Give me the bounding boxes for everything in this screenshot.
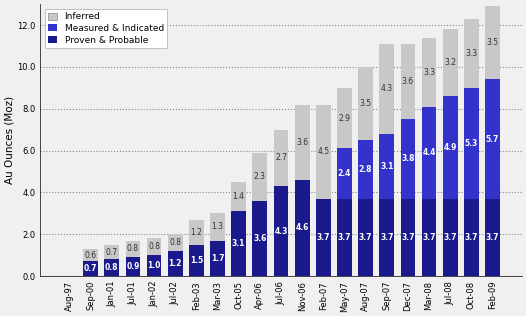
Bar <box>422 38 437 107</box>
Text: 3.7: 3.7 <box>464 233 478 242</box>
Text: 3.7: 3.7 <box>486 233 499 242</box>
Bar <box>126 240 140 257</box>
Text: 1.3: 1.3 <box>211 222 224 231</box>
Bar <box>316 199 331 276</box>
Text: 2.7: 2.7 <box>275 153 287 162</box>
Text: 3.3: 3.3 <box>423 68 435 77</box>
Bar <box>104 259 119 276</box>
Text: 1.0: 1.0 <box>147 261 161 270</box>
Text: 4.9: 4.9 <box>443 143 457 152</box>
Text: 3.6: 3.6 <box>296 138 308 147</box>
Text: 0.7: 0.7 <box>84 264 97 273</box>
Text: 2.9: 2.9 <box>338 114 350 123</box>
Bar <box>379 134 394 199</box>
Bar <box>443 96 458 199</box>
Text: 4.4: 4.4 <box>422 148 436 157</box>
Text: 4.6: 4.6 <box>296 223 309 233</box>
Text: 3.6: 3.6 <box>402 77 414 86</box>
Bar <box>189 245 204 276</box>
Bar <box>252 201 267 276</box>
Bar <box>358 140 373 199</box>
Text: 0.7: 0.7 <box>106 247 118 257</box>
Text: 1.7: 1.7 <box>211 254 224 263</box>
Bar <box>400 119 416 199</box>
Text: 5.7: 5.7 <box>486 135 499 143</box>
Bar <box>83 261 98 276</box>
Bar <box>443 199 458 276</box>
Bar <box>464 199 479 276</box>
Bar <box>379 44 394 134</box>
Bar <box>147 239 161 255</box>
Bar <box>485 199 500 276</box>
Text: 3.1: 3.1 <box>380 162 393 171</box>
Bar <box>337 199 352 276</box>
Bar <box>358 67 373 140</box>
Bar <box>168 251 183 276</box>
Text: 3.5: 3.5 <box>487 38 499 47</box>
Text: 5.3: 5.3 <box>465 139 478 148</box>
Bar <box>464 19 479 88</box>
Text: 3.7: 3.7 <box>359 233 372 242</box>
Legend: Inferred, Measured & Indicated, Proven & Probable: Inferred, Measured & Indicated, Proven &… <box>45 9 167 48</box>
Bar <box>210 213 225 240</box>
Text: 2.8: 2.8 <box>359 165 372 174</box>
Bar <box>337 149 352 199</box>
Bar <box>422 107 437 199</box>
Bar <box>295 105 310 180</box>
Text: 1.2: 1.2 <box>168 259 182 268</box>
Text: 3.7: 3.7 <box>443 233 457 242</box>
Text: 0.8: 0.8 <box>169 238 181 247</box>
Text: 3.7: 3.7 <box>422 233 436 242</box>
Bar <box>274 186 288 276</box>
Bar <box>422 199 437 276</box>
Text: 4.3: 4.3 <box>275 227 288 236</box>
Text: 3.7: 3.7 <box>338 233 351 242</box>
Bar <box>104 245 119 259</box>
Bar <box>295 180 310 276</box>
Text: 4.5: 4.5 <box>317 147 329 156</box>
Bar <box>231 182 246 211</box>
Text: 3.1: 3.1 <box>232 239 246 248</box>
Text: 0.9: 0.9 <box>126 262 139 271</box>
Bar <box>210 240 225 276</box>
Bar <box>231 211 246 276</box>
Text: 2.3: 2.3 <box>254 172 266 181</box>
Bar <box>252 153 267 201</box>
Text: 2.4: 2.4 <box>338 169 351 178</box>
Text: 1.4: 1.4 <box>232 192 245 201</box>
Bar <box>358 199 373 276</box>
Text: 1.2: 1.2 <box>190 228 203 237</box>
Bar <box>189 220 204 245</box>
Bar <box>400 44 416 119</box>
Bar <box>316 105 331 199</box>
Bar <box>443 29 458 96</box>
Bar <box>485 6 500 79</box>
Text: 0.6: 0.6 <box>85 251 97 260</box>
Text: 3.2: 3.2 <box>444 58 456 67</box>
Text: 0.8: 0.8 <box>105 263 118 272</box>
Text: 4.3: 4.3 <box>381 84 393 94</box>
Text: 3.7: 3.7 <box>317 233 330 242</box>
Bar <box>379 199 394 276</box>
Bar <box>274 130 288 186</box>
Y-axis label: Au Ounces (Moz): Au Ounces (Moz) <box>4 96 14 184</box>
Bar <box>126 257 140 276</box>
Text: 3.6: 3.6 <box>253 234 267 243</box>
Bar <box>147 255 161 276</box>
Bar <box>168 234 183 251</box>
Bar <box>337 88 352 149</box>
Bar <box>464 88 479 199</box>
Bar <box>485 79 500 199</box>
Text: 3.7: 3.7 <box>401 233 414 242</box>
Bar <box>400 199 416 276</box>
Text: 3.7: 3.7 <box>380 233 393 242</box>
Text: 1.5: 1.5 <box>190 256 203 265</box>
Bar <box>83 249 98 261</box>
Text: 3.8: 3.8 <box>401 155 414 163</box>
Text: 0.8: 0.8 <box>148 242 160 251</box>
Text: 0.8: 0.8 <box>127 244 139 253</box>
Text: 3.5: 3.5 <box>360 99 372 108</box>
Text: 3.3: 3.3 <box>466 49 478 58</box>
